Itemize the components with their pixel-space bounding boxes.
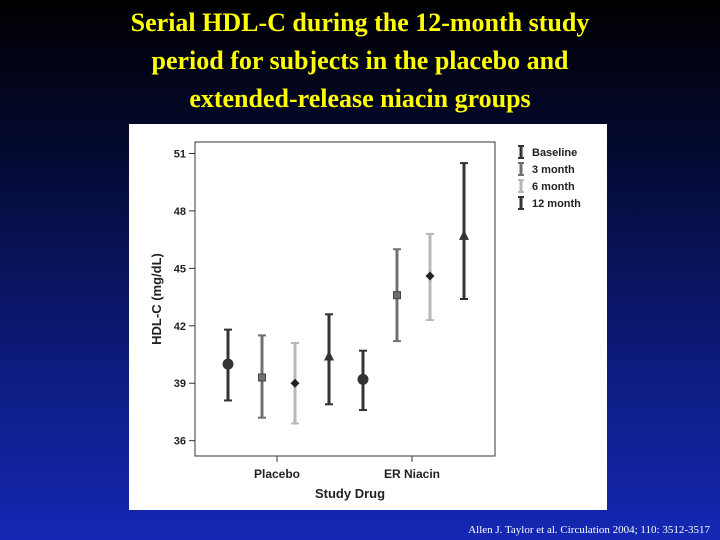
legend-label: 6 month (532, 181, 575, 193)
y-tick-label: 51 (174, 148, 186, 160)
x-category-label: ER Niacin (384, 467, 440, 481)
mean-marker (459, 229, 469, 240)
legend-label: 12 month (532, 198, 581, 210)
mean-marker (324, 350, 334, 361)
mean-marker (425, 271, 435, 281)
slide-title: Serial HDL-C during the 12-month study p… (40, 4, 680, 118)
legend-label: 3 month (532, 164, 575, 176)
mean-marker (357, 373, 369, 385)
y-tick-label: 48 (174, 206, 186, 218)
mean-marker (393, 291, 401, 300)
mean-marker (290, 378, 300, 388)
y-tick-label: 39 (174, 378, 186, 390)
y-axis-label: HDL-C (mg/dL) (149, 253, 164, 345)
y-tick-label: 36 (174, 436, 186, 448)
legend-label: Baseline (532, 147, 577, 159)
citation: Allen J. Taylor et al. Circulation 2004;… (468, 524, 710, 536)
chart-svg: 36 39 42 45 48 51 Placebo ER Niacin Study Drug HD… (149, 141, 581, 501)
y-tick-label: 45 (174, 263, 186, 275)
chart-panel: 36 39 42 45 48 51 Placebo ER Niacin Study Drug HD… (129, 124, 607, 510)
title-line-3: extended-release niacin groups (189, 84, 531, 113)
title-line-1: Serial HDL-C during the 12-month study (130, 8, 590, 37)
plot-frame (194, 141, 496, 457)
title-line-2: period for subjects in the placebo and (151, 46, 569, 75)
y-tick-label: 42 (174, 321, 186, 333)
x-axis-label: Study Drug (315, 486, 385, 501)
mean-marker (222, 358, 234, 370)
mean-marker (258, 373, 266, 382)
x-category-label: Placebo (254, 467, 300, 481)
